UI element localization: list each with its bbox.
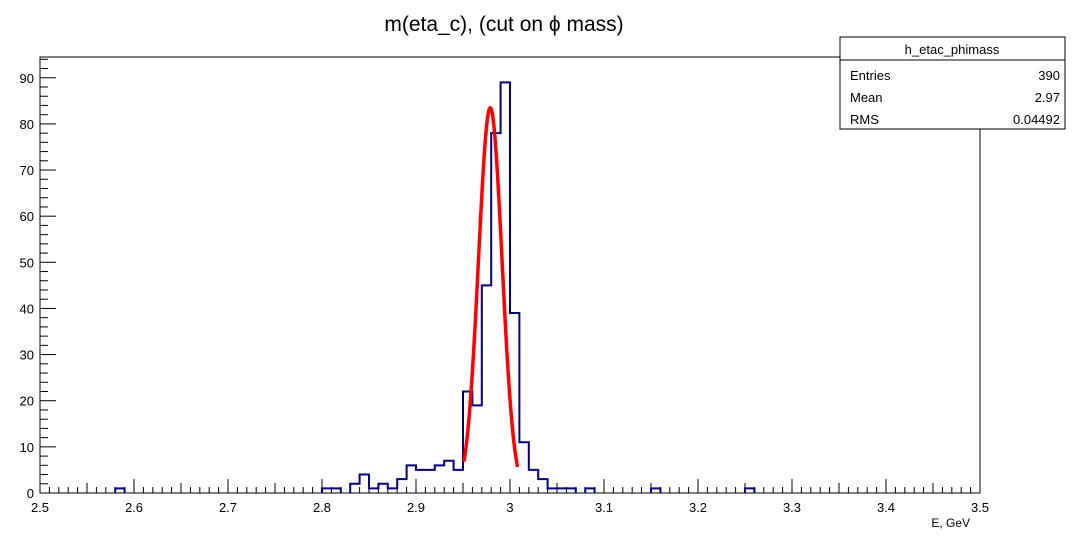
histogram-bin: [322, 488, 331, 493]
y-tick-label: 10: [20, 440, 34, 455]
stats-rms-label: RMS: [850, 112, 879, 127]
stats-box-name: h_etac_phimass: [905, 42, 1000, 57]
histogram-bin: [388, 488, 397, 493]
histogram-bin: [519, 442, 528, 493]
histogram-bin: [416, 470, 425, 493]
x-axis: 2.5 2.6 2.7 2.8 2.9 3 3.1 3.2 3.3 3.4 3.5: [31, 479, 989, 515]
x-tick-label: 3.1: [595, 500, 613, 515]
histogram-bin: [585, 488, 594, 493]
stats-entries-label: Entries: [850, 68, 891, 83]
stats-box: h_etac_phimass Entries 390 Mean 2.97 RMS…: [839, 36, 1066, 130]
y-tick-label: 20: [20, 394, 34, 409]
y-tick-label: 70: [20, 163, 34, 178]
histogram-bin: [472, 405, 481, 493]
x-tick-label: 2.9: [407, 500, 425, 515]
histogram-bin: [360, 475, 369, 493]
x-tick-label: 3: [506, 500, 513, 515]
histogram-bin: [482, 285, 491, 493]
stats-box-frame: [839, 36, 1066, 130]
y-tick-label: 30: [20, 348, 34, 363]
fit-curve-group: [462, 106, 520, 468]
y-tick-label: 80: [20, 117, 34, 132]
y-tick-label: 60: [20, 209, 34, 224]
x-tick-label: 2.6: [125, 500, 143, 515]
x-tick-label: 3.2: [689, 500, 707, 515]
y-axis: 0 10 20 30 40 50 60 70 80 90: [20, 58, 56, 501]
stats-entries-value: 390: [1038, 68, 1060, 83]
histogram-bin: [651, 488, 660, 493]
histogram-bin: [435, 465, 444, 493]
chart-title: m(eta_c), (cut on ϕ mass): [384, 13, 623, 36]
histogram-bin: [529, 470, 538, 493]
histogram-bin: [566, 488, 575, 493]
stats-mean-label: Mean: [850, 90, 883, 105]
histogram: [114, 81, 756, 493]
histogram-bin: [369, 488, 378, 493]
x-tick-label: 2.7: [219, 500, 237, 515]
histogram-bin: [350, 484, 359, 493]
histogram-bin: [745, 488, 754, 493]
x-tick-label: 2.5: [31, 500, 49, 515]
histogram-bin: [557, 488, 566, 493]
histogram-bin: [397, 479, 406, 493]
x-tick-label: 3.3: [783, 500, 801, 515]
histogram-outline: [114, 81, 756, 493]
y-tick-label: 40: [20, 301, 34, 316]
histogram-bin: [378, 484, 387, 493]
y-tick-label: 90: [20, 71, 34, 86]
histogram-bin: [331, 488, 340, 493]
histogram-bin: [454, 470, 463, 493]
fit-curve: [462, 106, 520, 468]
x-tick-label: 3.5: [971, 500, 989, 515]
histogram-bin: [407, 465, 416, 493]
x-axis-title: E, GeV: [931, 516, 970, 530]
stats-mean-value: 2.97: [1035, 90, 1060, 105]
histogram-bin: [444, 461, 453, 493]
y-tick-label: 50: [20, 255, 34, 270]
histogram-bin: [548, 488, 557, 493]
histogram-bin: [425, 470, 434, 493]
x-tick-label: 3.4: [877, 500, 895, 515]
x-tick-label: 2.8: [313, 500, 331, 515]
stats-rms-value: 0.04492: [1013, 112, 1060, 127]
histogram-bin: [115, 488, 124, 493]
y-tick-label: 0: [27, 486, 34, 501]
histogram-bin: [538, 479, 547, 493]
